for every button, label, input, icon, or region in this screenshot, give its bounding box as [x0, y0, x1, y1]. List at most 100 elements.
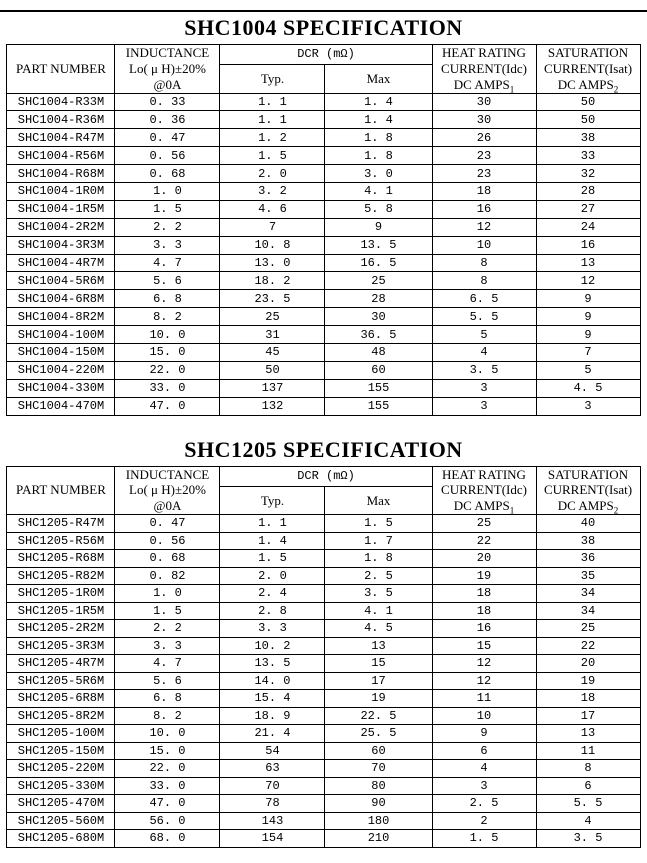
table-row: SHC1004-R36M 0. 36 1. 1 1. 4 30 50 [6, 110, 641, 130]
table-row: SHC1205-470M 47. 0 78 90 2. 5 5. 5 [6, 794, 641, 813]
header-inductance-line3: @0A [153, 498, 182, 514]
header-heat-line1: HEAT RATING [442, 466, 526, 482]
value-cell: 2. 2 [114, 217, 221, 237]
value-cell: 38 [535, 531, 641, 551]
value-cell: 7 [535, 343, 641, 362]
value-cell: 19 [431, 566, 537, 586]
part-number-cell: SHC1004-100M [6, 325, 116, 345]
table-row: SHC1205-1R5M 1. 5 2. 8 4. 1 18 34 [6, 601, 641, 621]
part-number-cell: SHC1205-470M [6, 794, 116, 813]
value-cell: 5 [535, 360, 641, 380]
value-cell: 0. 47 [114, 128, 221, 148]
value-cell: 4. 1 [324, 182, 433, 201]
value-cell: 15 [324, 654, 433, 673]
value-cell: 11 [535, 741, 641, 761]
value-cell: 1. 7 [324, 531, 433, 551]
header-saturation-line2: CURRENT(Isat) [543, 482, 633, 498]
value-cell: 1. 5 [431, 829, 537, 848]
value-cell: 30 [324, 307, 433, 327]
header-dcr-typ: Typ. [219, 64, 326, 94]
value-cell: 3. 3 [114, 235, 221, 255]
part-number-cell: SHC1004-8R2M [6, 307, 116, 327]
value-cell: 1. 8 [324, 146, 433, 166]
value-cell: 23. 5 [219, 289, 326, 309]
header-saturation-line1: SATURATION [547, 466, 629, 482]
value-cell: 1. 5 [114, 601, 221, 621]
header-dcr: DCR (mΩ) [219, 465, 433, 487]
header-heat-subscript: 1 [509, 505, 515, 515]
value-cell: 2. 0 [219, 164, 326, 184]
value-cell: 90 [324, 794, 433, 813]
table-row: SHC1004-R33M 0. 33 1. 1 1. 4 30 50 [6, 92, 641, 112]
header-heat-rating: HEAT RATING CURRENT(Idc) DC AMPS1 [431, 44, 537, 94]
value-cell: 22. 0 [114, 759, 221, 778]
header-dcr-typ: Typ. [219, 485, 326, 516]
value-cell: 4. 5 [535, 378, 641, 398]
header-saturation-line3: DC AMPS [557, 498, 614, 514]
part-number-cell: SHC1205-1R0M [6, 584, 116, 603]
value-cell: 1. 0 [114, 584, 221, 603]
part-number-cell: SHC1004-4R7M [6, 253, 116, 273]
table-row: SHC1205-100M 10. 0 21. 4 25. 5 9 13 [6, 724, 641, 743]
table-row: SHC1205-6R8M 6. 8 15. 4 19 11 18 [6, 689, 641, 708]
table-row: SHC1205-150M 15. 0 54 60 6 11 [6, 741, 641, 761]
value-cell: 60 [324, 360, 433, 380]
value-cell: 18. 9 [219, 706, 326, 726]
value-cell: 6. 8 [114, 689, 221, 708]
part-number-cell: SHC1205-330M [6, 776, 116, 796]
table-row: SHC1004-3R3M 3. 3 10. 8 13. 5 10 16 [6, 235, 641, 255]
value-cell: 54 [219, 741, 326, 761]
header-heat-subscript: 1 [509, 84, 515, 94]
value-cell: 17 [324, 671, 433, 691]
header-saturation-line1: SATURATION [547, 45, 629, 60]
table-row: SHC1205-1R0M 1. 0 2. 4 3. 5 18 34 [6, 584, 641, 603]
part-number-cell: SHC1205-R82M [6, 566, 116, 586]
value-cell: 1. 0 [114, 182, 221, 201]
part-number-cell: SHC1004-330M [6, 378, 116, 398]
value-cell: 0. 56 [114, 146, 221, 166]
value-cell: 10 [431, 235, 537, 255]
value-cell: 12 [431, 671, 537, 691]
table-row: SHC1004-1R0M 1. 0 3. 2 4. 1 18 28 [6, 182, 641, 201]
value-cell: 30 [431, 92, 537, 112]
value-cell: 3. 5 [431, 360, 537, 380]
header-inductance-line2: Lo( μ H)±20% [129, 60, 206, 76]
value-cell: 21. 4 [219, 724, 326, 743]
table-row: SHC1205-R82M 0. 82 2. 0 2. 5 19 35 [6, 566, 641, 586]
value-cell: 35 [535, 566, 641, 586]
table-row: SHC1004-R68M 0. 68 2. 0 3. 0 23 32 [6, 164, 641, 184]
header-inductance-line1: INDUCTANCE [125, 45, 210, 60]
value-cell: 45 [219, 343, 326, 362]
table-row: SHC1004-4R7M 4. 7 13. 0 16. 5 8 13 [6, 253, 641, 273]
table-row: SHC1004-1R5M 1. 5 4. 6 5. 8 16 27 [6, 199, 641, 219]
value-cell: 15. 4 [219, 689, 326, 708]
value-cell: 27 [535, 199, 641, 219]
value-cell: 4. 1 [324, 601, 433, 621]
value-cell: 5 [431, 325, 537, 345]
value-cell: 0. 56 [114, 531, 221, 551]
value-cell: 13. 5 [219, 654, 326, 673]
value-cell: 14. 0 [219, 671, 326, 691]
value-cell: 13 [535, 253, 641, 273]
value-cell: 4 [535, 811, 641, 831]
table-row: SHC1004-2R2M 2. 2 7 9 12 24 [6, 217, 641, 237]
part-number-cell: SHC1004-2R2M [6, 217, 116, 237]
value-cell: 12 [535, 271, 641, 291]
value-cell: 6. 5 [431, 289, 537, 309]
part-number-cell: SHC1205-4R7M [6, 654, 116, 673]
table-row: SHC1004-150M 15. 0 45 48 4 7 [6, 343, 641, 362]
value-cell: 13. 0 [219, 253, 326, 273]
value-cell: 3 [431, 776, 537, 796]
value-cell: 3. 3 [219, 619, 326, 638]
value-cell: 18. 2 [219, 271, 326, 291]
value-cell: 15. 0 [114, 343, 221, 362]
value-cell: 6 [431, 741, 537, 761]
value-cell: 3. 2 [219, 182, 326, 201]
value-cell: 22. 5 [324, 706, 433, 726]
value-cell: 1. 5 [219, 146, 326, 166]
value-cell: 155 [324, 396, 433, 416]
part-number-cell: SHC1004-1R0M [6, 182, 116, 201]
value-cell: 6 [535, 776, 641, 796]
